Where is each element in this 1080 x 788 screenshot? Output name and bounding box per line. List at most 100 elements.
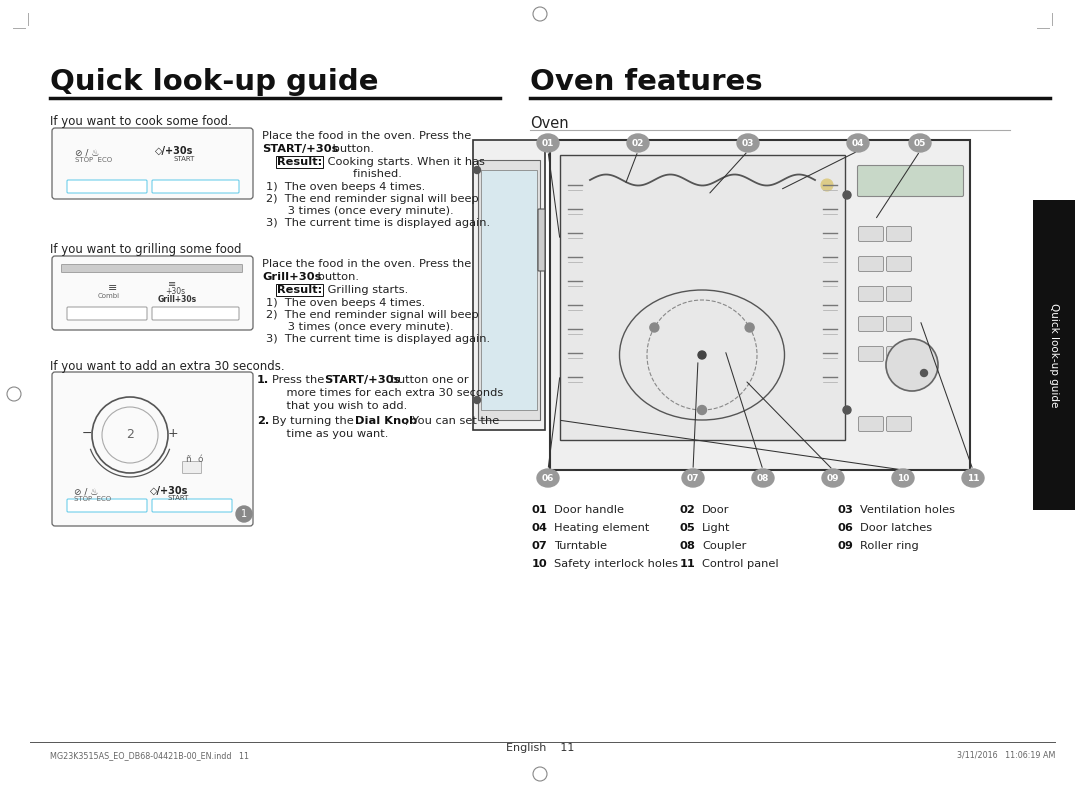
Text: button.: button. <box>314 272 359 282</box>
FancyBboxPatch shape <box>152 307 239 320</box>
Circle shape <box>698 406 706 414</box>
FancyBboxPatch shape <box>67 499 147 512</box>
Text: Place the food in the oven. Press the: Place the food in the oven. Press the <box>262 131 471 141</box>
FancyBboxPatch shape <box>561 155 845 440</box>
Text: Cooking starts. When it has: Cooking starts. When it has <box>324 157 485 167</box>
FancyBboxPatch shape <box>478 160 540 420</box>
Text: 3 times (once every minute).: 3 times (once every minute). <box>266 206 454 216</box>
Text: Light: Light <box>702 523 730 533</box>
Circle shape <box>745 323 754 332</box>
Text: 06: 06 <box>838 523 854 533</box>
Text: 2: 2 <box>126 428 134 440</box>
Text: ó: ó <box>198 455 203 464</box>
FancyBboxPatch shape <box>859 317 883 332</box>
Text: 01: 01 <box>532 505 548 515</box>
Text: Grill+30s: Grill+30s <box>158 295 198 304</box>
Text: 1: 1 <box>241 509 247 519</box>
FancyBboxPatch shape <box>183 462 202 474</box>
Text: , You can set the: , You can set the <box>405 416 499 426</box>
Circle shape <box>473 166 481 173</box>
Text: By turning the: By turning the <box>272 416 354 426</box>
Ellipse shape <box>537 469 559 487</box>
Text: finished.: finished. <box>324 169 402 179</box>
FancyBboxPatch shape <box>887 347 912 362</box>
Text: Door latches: Door latches <box>860 523 932 533</box>
Text: Quick look-up guide: Quick look-up guide <box>1049 303 1059 407</box>
Text: 01: 01 <box>542 139 554 147</box>
Text: button.: button. <box>329 144 374 154</box>
Text: STOP  ECO: STOP ECO <box>75 496 111 502</box>
Text: 07: 07 <box>532 541 548 551</box>
Text: Door handle: Door handle <box>554 505 624 515</box>
Text: Press the: Press the <box>272 375 324 385</box>
Circle shape <box>237 506 252 522</box>
Text: +30s: +30s <box>165 287 185 296</box>
Text: ñ: ñ <box>185 455 191 464</box>
FancyBboxPatch shape <box>538 209 545 271</box>
Text: Heating element: Heating element <box>554 523 649 533</box>
Text: Place the food in the oven. Press the: Place the food in the oven. Press the <box>262 259 471 269</box>
FancyBboxPatch shape <box>152 499 232 512</box>
Circle shape <box>698 351 706 359</box>
Circle shape <box>886 339 939 391</box>
FancyBboxPatch shape <box>67 307 147 320</box>
Text: Quick look-up guide: Quick look-up guide <box>50 68 378 96</box>
Ellipse shape <box>681 469 704 487</box>
Ellipse shape <box>962 469 984 487</box>
Circle shape <box>821 179 833 191</box>
Text: START/+30s: START/+30s <box>262 144 338 154</box>
Circle shape <box>473 396 481 403</box>
Text: 02: 02 <box>680 505 696 515</box>
Text: that you wish to add.: that you wish to add. <box>272 401 407 411</box>
Text: ⊘ / ♨: ⊘ / ♨ <box>75 148 99 157</box>
FancyBboxPatch shape <box>52 128 253 199</box>
Ellipse shape <box>822 469 843 487</box>
Text: 3)  The current time is displayed again.: 3) The current time is displayed again. <box>266 334 490 344</box>
Text: START: START <box>173 156 194 162</box>
FancyBboxPatch shape <box>62 265 243 273</box>
FancyBboxPatch shape <box>52 256 253 330</box>
Text: 05: 05 <box>914 139 927 147</box>
Text: ≡: ≡ <box>108 283 118 293</box>
Text: 06: 06 <box>542 474 554 482</box>
Circle shape <box>843 406 851 414</box>
Ellipse shape <box>847 134 869 152</box>
Text: 09: 09 <box>827 474 839 482</box>
Ellipse shape <box>892 469 914 487</box>
FancyBboxPatch shape <box>481 170 537 410</box>
Text: 03: 03 <box>838 505 854 515</box>
FancyBboxPatch shape <box>473 140 545 430</box>
Text: If you want to add an extra 30 seconds.: If you want to add an extra 30 seconds. <box>50 360 285 373</box>
Text: STOP  ECO: STOP ECO <box>75 157 112 163</box>
FancyBboxPatch shape <box>858 165 963 196</box>
Text: Dial Knob: Dial Knob <box>355 416 417 426</box>
Text: If you want to grilling some food: If you want to grilling some food <box>50 243 242 256</box>
Text: English    11: English 11 <box>505 743 575 753</box>
Text: Control panel: Control panel <box>702 559 779 569</box>
Ellipse shape <box>752 469 774 487</box>
FancyBboxPatch shape <box>67 180 147 193</box>
Text: 05: 05 <box>680 523 696 533</box>
FancyBboxPatch shape <box>887 226 912 241</box>
Text: Result:: Result: <box>276 157 322 167</box>
Text: −: − <box>82 426 92 440</box>
FancyBboxPatch shape <box>1032 200 1075 510</box>
Text: Grill+30s: Grill+30s <box>262 272 322 282</box>
Text: 10: 10 <box>532 559 548 569</box>
Text: 3)  The current time is displayed again.: 3) The current time is displayed again. <box>266 218 490 228</box>
Ellipse shape <box>627 134 649 152</box>
FancyBboxPatch shape <box>859 347 883 362</box>
Circle shape <box>843 191 851 199</box>
Text: Turntable: Turntable <box>554 541 607 551</box>
Text: 11: 11 <box>967 474 980 482</box>
Ellipse shape <box>737 134 759 152</box>
Text: ⊘ / ♨: ⊘ / ♨ <box>75 487 98 496</box>
FancyBboxPatch shape <box>550 140 970 470</box>
Text: Oven: Oven <box>530 116 569 131</box>
Text: 03: 03 <box>742 139 754 147</box>
Text: 04: 04 <box>532 523 548 533</box>
Text: 04: 04 <box>852 139 864 147</box>
Text: Roller ring: Roller ring <box>860 541 919 551</box>
Text: 07: 07 <box>687 474 699 482</box>
Text: 11: 11 <box>680 559 696 569</box>
